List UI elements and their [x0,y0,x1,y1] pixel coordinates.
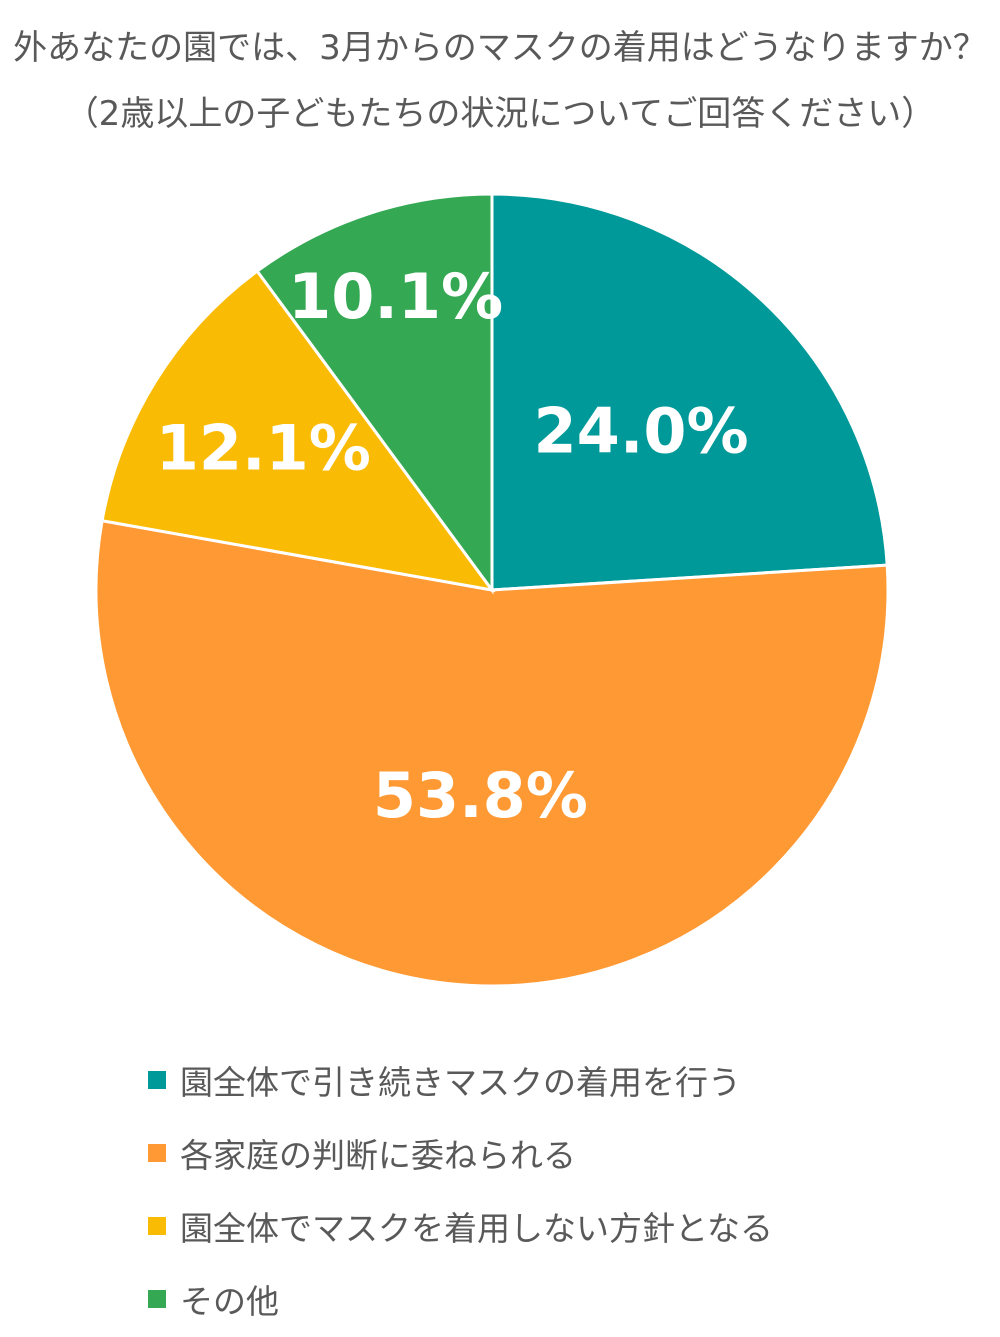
data-label-family-decision: 53.8% [373,759,588,832]
pie-slices [94,192,890,988]
legend-label: 各家庭の判断に委ねられる [180,1135,576,1175]
legend-label: その他 [180,1281,279,1321]
pie-labels: 24.0% 53.8% 12.1% 10.1% [156,260,749,832]
legend-swatch [148,1216,166,1235]
chart-subtitle: （2歳以上の子どもたちの状況についてご回答ください） [64,94,936,134]
legend: 園全体で引き続きマスクの着用を行う 各家庭の判断に委ねられる 園全体でマスクを着… [148,1043,773,1335]
pie-slice-no-mask-policy [100,269,496,593]
legend-item-other: その他 [148,1262,773,1335]
legend-label: 園全体でマスクを着用しない方針となる [180,1208,774,1248]
pie-slice-other [255,192,494,595]
legend-swatch [148,1289,166,1308]
chart-title: 外あなたの園では、3月からのマスクの着用はどうなりますか？ [13,28,987,68]
legend-item-no-mask-policy: 園全体でマスクを着用しない方針となる [148,1189,773,1262]
pie-slice-continue-mask [490,192,889,592]
data-label-other: 10.1% [288,260,503,333]
legend-item-family-decision: 各家庭の判断に委ねられる [148,1116,773,1189]
legend-item-continue-mask: 園全体で引き続きマスクの着用を行う [148,1043,773,1116]
legend-swatch [148,1070,166,1089]
legend-label: 園全体で引き続きマスクの着用を行う [180,1062,741,1102]
legend-swatch [148,1143,166,1162]
data-label-no-mask-policy: 12.1% [156,411,371,484]
pie-slice-family-decision [94,518,890,988]
data-label-continue-mask: 24.0% [534,395,749,468]
